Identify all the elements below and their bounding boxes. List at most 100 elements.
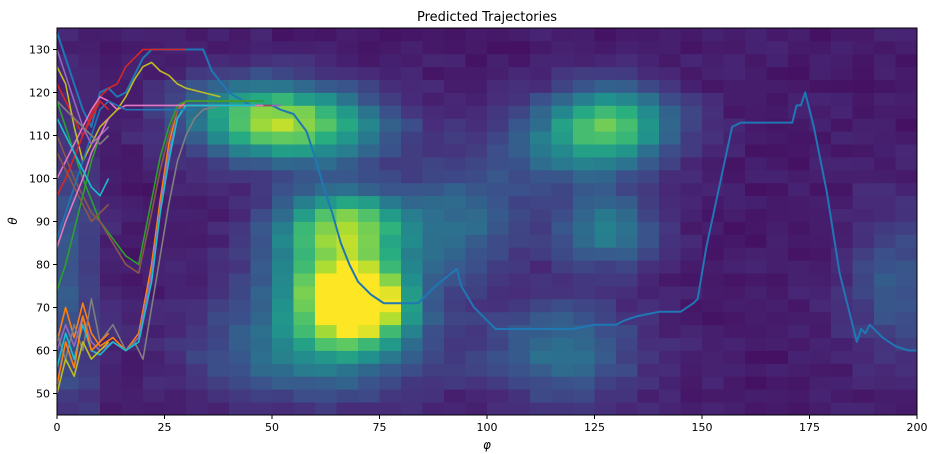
- heatmap-cell: [874, 208, 896, 222]
- heatmap-cell: [766, 157, 789, 171]
- heatmap-cell: [358, 208, 380, 222]
- heatmap-cell: [358, 260, 380, 274]
- heatmap-cell: [895, 363, 918, 377]
- heatmap-cell: [852, 195, 875, 209]
- heatmap-cell: [788, 273, 810, 287]
- heatmap-cell: [573, 169, 595, 184]
- heatmap-cell: [379, 66, 402, 80]
- heatmap-cell: [573, 40, 595, 55]
- heatmap-cell: [659, 208, 681, 222]
- heatmap-cell: [121, 376, 144, 390]
- heatmap-cell: [143, 311, 165, 326]
- heatmap-cell: [680, 208, 703, 222]
- heatmap-cell: [766, 66, 789, 80]
- heatmap-cell: [207, 169, 230, 184]
- heatmap-cell: [551, 169, 574, 184]
- heatmap-cell: [809, 131, 832, 145]
- heatmap-cell: [207, 118, 230, 132]
- heatmap-cell: [809, 92, 832, 106]
- heatmap-cell: [401, 144, 423, 158]
- heatmap-cell: [444, 234, 466, 248]
- heatmap-cell: [379, 195, 402, 209]
- heatmap-cell: [680, 286, 703, 300]
- heatmap-cell: [723, 234, 746, 248]
- y-tick-label: 60: [36, 345, 50, 358]
- heatmap-cell: [874, 195, 896, 209]
- heatmap-cell: [229, 337, 251, 351]
- heatmap-cell: [207, 144, 230, 158]
- heatmap-cell: [702, 195, 724, 209]
- heatmap-cell: [315, 273, 337, 287]
- heatmap-cell: [831, 92, 853, 106]
- heatmap-cell: [487, 169, 509, 184]
- heatmap-cell: [530, 247, 552, 261]
- heatmap-cell: [659, 79, 681, 93]
- heatmap-cell: [508, 311, 531, 326]
- heatmap-cell: [637, 169, 660, 184]
- heatmap-cell: [616, 79, 638, 93]
- x-tick-label: 75: [373, 421, 387, 434]
- heatmap-cell: [895, 118, 918, 132]
- heatmap-cell: [616, 169, 638, 184]
- heatmap-cell: [465, 389, 488, 403]
- heatmap-cell: [573, 53, 595, 68]
- heatmap-cell: [788, 247, 810, 261]
- heatmap-cell: [379, 40, 402, 55]
- heatmap-cell: [164, 79, 187, 93]
- heatmap-cell: [401, 337, 423, 351]
- heatmap-cell: [100, 402, 122, 416]
- heatmap-cell: [186, 234, 208, 248]
- heatmap-cell: [358, 376, 380, 390]
- heatmap-cell: [680, 157, 703, 171]
- heatmap-cell: [508, 389, 531, 403]
- heatmap-cell: [164, 169, 187, 184]
- heatmap-cell: [186, 324, 208, 338]
- heatmap-cell: [551, 234, 574, 248]
- heatmap-cell: [143, 273, 165, 287]
- heatmap-cell: [508, 298, 531, 313]
- heatmap-cell: [659, 376, 681, 390]
- heatmap-cell: [530, 182, 552, 197]
- heatmap-cell: [487, 273, 509, 287]
- heatmap-cell: [272, 376, 294, 390]
- heatmap-cell: [422, 92, 445, 106]
- heatmap-cell: [422, 376, 445, 390]
- heatmap-cell: [637, 273, 660, 287]
- heatmap-cell: [637, 53, 660, 68]
- heatmap-cell: [315, 376, 337, 390]
- heatmap-cell: [659, 273, 681, 287]
- heatmap-cell: [680, 79, 703, 93]
- heatmap-cell: [594, 363, 617, 377]
- heatmap-cell: [723, 169, 746, 184]
- heatmap-cell: [164, 247, 187, 261]
- heatmap-cell: [401, 208, 423, 222]
- heatmap-cell: [702, 40, 724, 55]
- heatmap-cell: [659, 363, 681, 377]
- heatmap-cell: [766, 234, 789, 248]
- heatmap-cell: [100, 144, 122, 158]
- heatmap-cell: [723, 247, 746, 261]
- heatmap-cell: [444, 131, 466, 145]
- heatmap-cell: [702, 234, 724, 248]
- heatmap-cell: [379, 208, 402, 222]
- heatmap-cell: [766, 311, 789, 326]
- heatmap-cell: [809, 402, 832, 416]
- heatmap-cell: [465, 363, 488, 377]
- heatmap-cell: [680, 260, 703, 274]
- heatmap-cell: [788, 182, 810, 197]
- heatmap-cell: [659, 144, 681, 158]
- heatmap-cell: [78, 66, 101, 80]
- heatmap-cell: [680, 234, 703, 248]
- heatmap-cell: [444, 402, 466, 416]
- heatmap-cell: [723, 131, 746, 145]
- heatmap-cell: [831, 182, 853, 197]
- heatmap-cell: [379, 118, 402, 132]
- heatmap-cell: [272, 389, 294, 403]
- heatmap-cell: [487, 105, 509, 119]
- heatmap-cell: [745, 221, 767, 235]
- heatmap-cell: [788, 324, 810, 338]
- heatmap-cell: [723, 144, 746, 158]
- heatmap-cell: [57, 169, 79, 184]
- heatmap-cell: [250, 311, 273, 326]
- heatmap-cell: [444, 350, 466, 364]
